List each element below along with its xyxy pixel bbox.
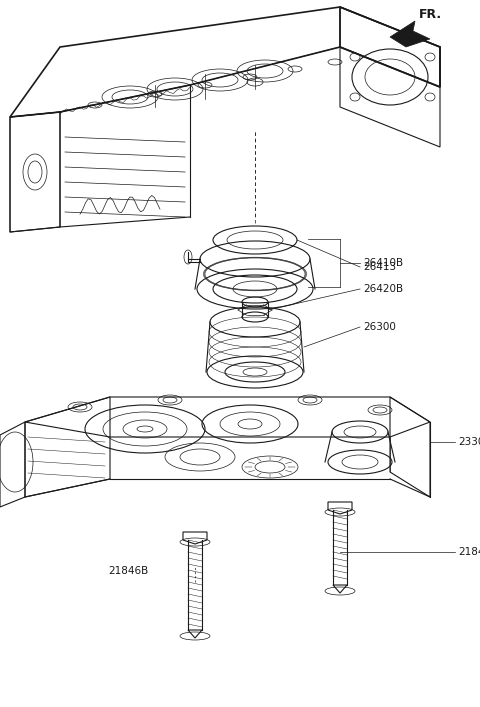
Text: 21846B: 21846B [108,566,148,576]
Text: 23300: 23300 [458,437,480,447]
Text: FR.: FR. [419,8,442,21]
Text: 26300: 26300 [363,322,396,332]
Text: 21846: 21846 [458,547,480,557]
Text: 26413: 26413 [363,262,396,272]
Text: 26410B: 26410B [363,258,403,268]
Text: 26420B: 26420B [363,284,403,294]
Polygon shape [390,21,430,47]
